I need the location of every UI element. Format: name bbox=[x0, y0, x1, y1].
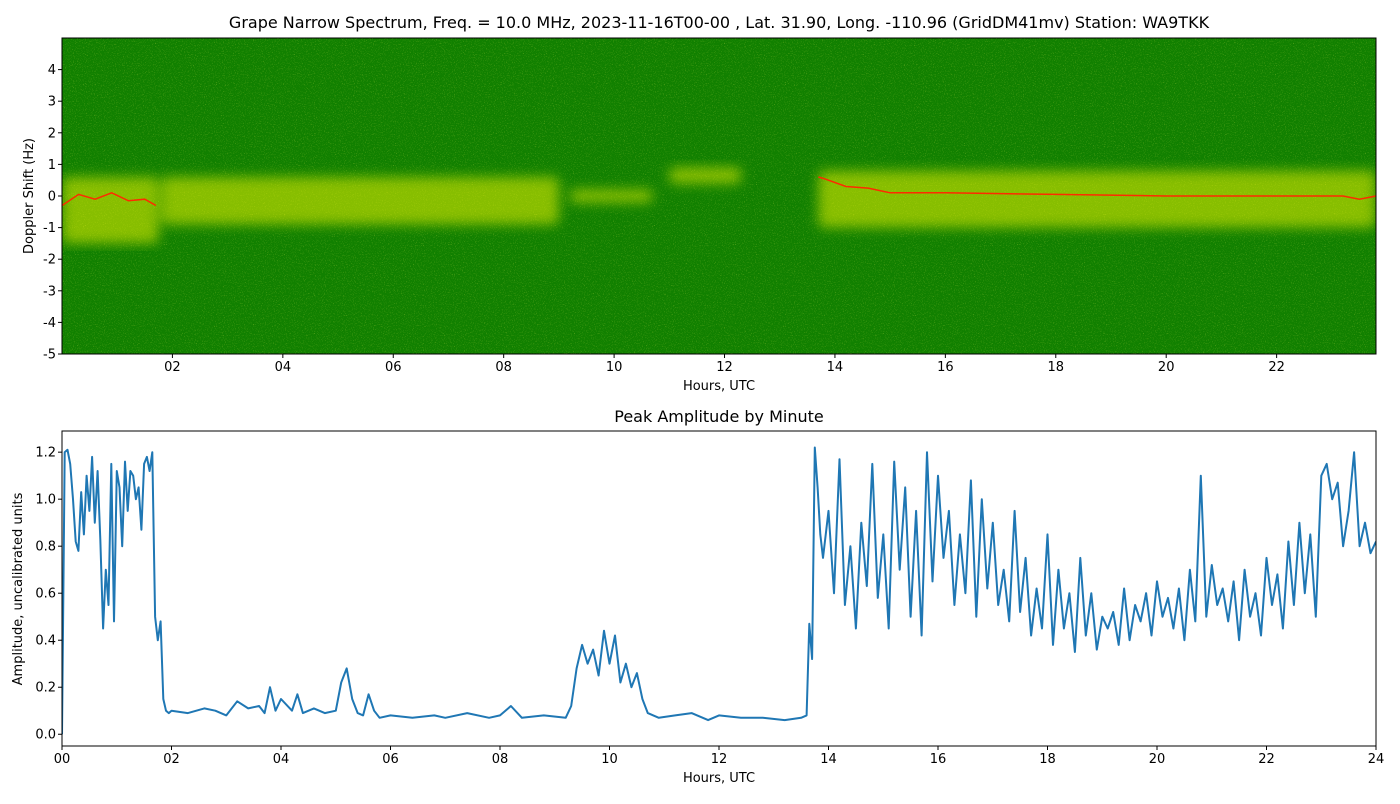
amplitude-x-tick-label: 10 bbox=[601, 752, 618, 767]
amplitude-x-tick-label: 12 bbox=[711, 752, 728, 767]
spectrogram-x-tick-label: 18 bbox=[1048, 360, 1065, 375]
spectrogram-x-tick-label: 16 bbox=[937, 360, 954, 375]
spectrogram-x-tick-label: 20 bbox=[1158, 360, 1175, 375]
spectrogram-title: Grape Narrow Spectrum, Freq. = 10.0 MHz,… bbox=[229, 13, 1210, 32]
amplitude-x-tick-label: 24 bbox=[1368, 752, 1385, 767]
spectrogram-y-ticks: -5 -4 -3 -2 -1 0 1 2 3 4 bbox=[43, 63, 62, 363]
spectrogram-x-tick-label: 04 bbox=[275, 360, 292, 375]
amplitude-y-ticks: 0.0 0.2 0.4 0.6 0.8 1.0 1.2 bbox=[35, 446, 62, 743]
amplitude-x-tick-label: 18 bbox=[1039, 752, 1056, 767]
spectrogram-y-tick-label: -3 bbox=[43, 284, 56, 299]
amplitude-x-ticks: 00 02 04 06 08 10 12 14 16 18 20 22 24 bbox=[54, 746, 1385, 767]
spectrogram-peak-trace-segment-1 bbox=[818, 176, 1376, 200]
spectrogram-x-ticks: 02 04 06 08 10 12 14 16 18 20 22 bbox=[164, 354, 1285, 375]
spectrogram-signal-region-0 bbox=[62, 177, 159, 244]
spectrogram-y-tick-label: -1 bbox=[43, 221, 56, 236]
spectrogram-peak-trace bbox=[62, 191, 157, 207]
amplitude-y-tick-label: 0.6 bbox=[35, 587, 56, 602]
amplitude-x-tick-label: 14 bbox=[820, 752, 837, 767]
spectrogram-signal-region-3 bbox=[669, 167, 742, 184]
amplitude-x-tick-label: 00 bbox=[54, 752, 71, 767]
amplitude-x-tick-label: 08 bbox=[492, 752, 509, 767]
spectrogram-y-tick-label: 1 bbox=[48, 158, 56, 173]
amplitude-y-tick-label: 0.4 bbox=[35, 634, 56, 649]
spectrogram-y-tick-label: 4 bbox=[48, 63, 56, 78]
amplitude-x-tick-label: 02 bbox=[163, 752, 180, 767]
spectrogram-y-tick-label: 2 bbox=[48, 126, 56, 141]
amplitude-panel: Peak Amplitude by Minute 00 02 04 06 08 10 12 1… bbox=[11, 407, 1384, 786]
amplitude-y-tick-label: 0.2 bbox=[35, 681, 56, 696]
spectrogram-x-tick-label: 12 bbox=[716, 360, 733, 375]
spectrogram-y-tick-label: 3 bbox=[48, 95, 56, 110]
amplitude-x-tick-label: 16 bbox=[930, 752, 947, 767]
spectrogram-y-tick-label: -2 bbox=[43, 253, 56, 268]
spectrogram-signal-region-1 bbox=[161, 177, 559, 225]
spectrogram-y-tick-label: -4 bbox=[43, 316, 56, 331]
spectrogram-x-tick-label: 08 bbox=[495, 360, 512, 375]
spectrogram-x-axis-label: Hours, UTC bbox=[683, 379, 755, 394]
amplitude-x-tick-label: 20 bbox=[1149, 752, 1166, 767]
spectrogram-x-tick-label: 14 bbox=[827, 360, 844, 375]
spectrogram-y-tick-label: 0 bbox=[48, 190, 56, 205]
spectrogram-x-tick-label: 10 bbox=[606, 360, 623, 375]
amplitude-title: Peak Amplitude by Minute bbox=[614, 407, 824, 426]
amplitude-x-axis-label: Hours, UTC bbox=[683, 771, 755, 786]
amplitude-y-axis-label: Amplitude, uncalibrated units bbox=[11, 492, 26, 685]
spectrogram-y-axis-label: Doppler Shift (Hz) bbox=[22, 138, 37, 254]
spectrogram-x-tick-label: 22 bbox=[1268, 360, 1285, 375]
spectrogram-signal-regions bbox=[62, 167, 1376, 244]
amplitude-y-tick-label: 1.2 bbox=[35, 446, 56, 461]
spectrogram-panel: Grape Narrow Spectrum, Freq. = 10.0 MHz,… bbox=[22, 13, 1377, 394]
spectrogram-signal-region-2 bbox=[569, 189, 653, 203]
amplitude-y-tick-label: 0.8 bbox=[35, 540, 56, 555]
spectrogram-y-tick-label: -5 bbox=[43, 348, 56, 363]
amplitude-series-line bbox=[62, 446, 1376, 735]
amplitude-x-tick-label: 06 bbox=[382, 752, 399, 767]
spectrogram-x-tick-label: 06 bbox=[385, 360, 402, 375]
amplitude-x-tick-label: 04 bbox=[273, 752, 290, 767]
amplitude-y-tick-label: 1.0 bbox=[35, 493, 56, 508]
amplitude-y-tick-label: 0.0 bbox=[35, 728, 56, 743]
spectrogram-signal-region-4 bbox=[818, 170, 1376, 228]
spectrogram-x-tick-label: 02 bbox=[164, 360, 181, 375]
amplitude-x-tick-label: 22 bbox=[1258, 752, 1275, 767]
